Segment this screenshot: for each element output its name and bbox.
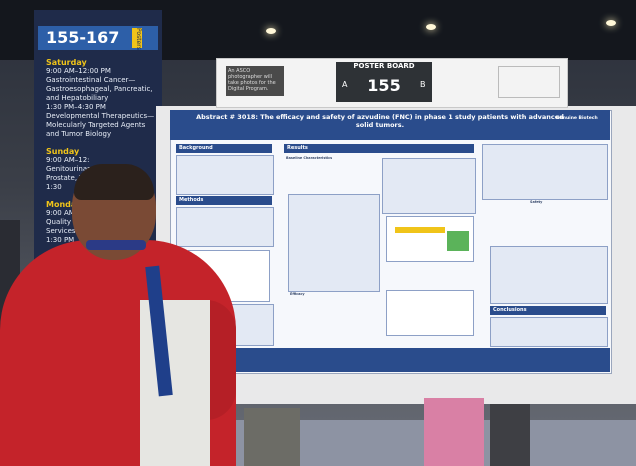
- section-background: Background: [176, 144, 272, 153]
- conclusions-text-block: [490, 317, 608, 347]
- ceiling-light: [266, 28, 276, 34]
- schedule-line: 9:00 AM–12: [46, 209, 88, 217]
- poster-header-bar: [170, 110, 610, 140]
- board-title: POSTER BOARD: [353, 62, 415, 70]
- lanyard: [86, 240, 146, 250]
- schedule-line: Genitourinar: [46, 165, 91, 173]
- safety-heading: Safety: [530, 200, 543, 204]
- schedule-line: Developmental Therapeutics—: [46, 112, 155, 120]
- schedule-line: and Hepatobiliary: [46, 94, 109, 102]
- attendee-dark: [490, 404, 530, 466]
- sponsor-logo: [498, 66, 560, 98]
- schedule-line: Gastroesophageal, Pancreatic,: [46, 85, 153, 93]
- poster-footer: [170, 348, 610, 372]
- ceiling-light: [606, 20, 616, 26]
- man-hair: [74, 164, 154, 200]
- waterfall-plot: [386, 216, 474, 262]
- attendee-pink-pants: [424, 398, 484, 466]
- schedule-line: 9:00 AM–12:: [46, 156, 90, 164]
- results-table: [382, 158, 476, 214]
- board-number: 155: [367, 76, 401, 95]
- schedule-line: 1:30 PM–4:30 PM: [46, 103, 106, 111]
- schedule-line: 1:30: [46, 183, 62, 191]
- company-logo: Genuine Biotech: [556, 116, 598, 121]
- adverse-events-table: [490, 246, 608, 304]
- schedule-day-monday: Monday: [46, 200, 82, 209]
- schedule-line: Services Rese: [46, 227, 95, 235]
- chair: [244, 408, 300, 466]
- methods-text-block: [176, 207, 274, 247]
- poster-title: Abstract # 3018: The efficacy and safety…: [196, 113, 564, 129]
- schedule-line: 1:30 PM: [46, 236, 75, 244]
- section-results: Results: [284, 144, 474, 153]
- board-side-b: B: [420, 80, 426, 89]
- section-conclusions: Conclusions: [490, 306, 606, 315]
- poster-range-number: 155-167: [46, 28, 120, 47]
- schedule-line: Gastrointestinal Cancer—: [46, 76, 136, 84]
- photographer-notice: An ASCO photographer will take photos fo…: [226, 66, 284, 96]
- posters-tag: Posters: [132, 28, 142, 50]
- schedule-line: 9:00 AM–12:00 PM: [46, 67, 111, 75]
- schedule-line: Prostate, Te: [46, 174, 87, 182]
- baseline-heading: Baseline Characteristics: [286, 156, 333, 160]
- schedule-day-saturday: Saturday: [46, 58, 87, 67]
- board-side-a: A: [342, 80, 348, 89]
- ceiling-light: [426, 24, 436, 30]
- section-methods: Methods: [176, 196, 272, 205]
- efficacy-heading: Efficacy: [290, 292, 305, 296]
- schedule-line: Quality Care: [46, 218, 90, 226]
- schedule-line: and Tumor Biology: [46, 130, 112, 138]
- baseline-table: [288, 194, 380, 292]
- background-text-block: [176, 155, 274, 195]
- board-number-panel: [336, 62, 432, 102]
- survival-plot: [386, 290, 474, 336]
- schedule-line: Molecularly Targeted Agents: [46, 121, 146, 129]
- session-schedule: Saturday 9:00 AM–12:00 PM Gastrointestin…: [46, 58, 158, 245]
- safety-plot: [482, 144, 608, 200]
- schedule-day-sunday: Sunday: [46, 147, 80, 156]
